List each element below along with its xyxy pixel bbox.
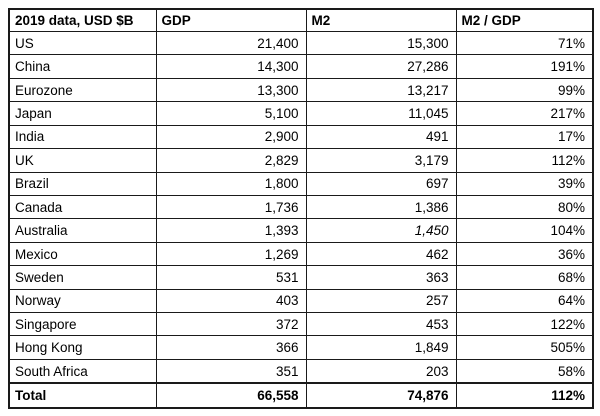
table-row: Japan 5,100 11,045 217% xyxy=(8,101,594,126)
row-label: UK xyxy=(8,148,157,173)
m2-value: 462 xyxy=(305,241,457,267)
gdp-value: 351 xyxy=(155,358,307,384)
row-label: Brazil xyxy=(8,171,157,196)
row-label: Sweden xyxy=(8,265,157,290)
table-row: China 14,300 27,286 191% xyxy=(8,54,594,79)
ratio-value: 80% xyxy=(455,194,594,220)
ratio-value: 71% xyxy=(455,30,594,56)
gdp-value: 531 xyxy=(155,265,307,290)
gdp-value: 2,900 xyxy=(155,124,307,150)
gdp-value: 366 xyxy=(155,335,307,360)
gdp-value: 1,269 xyxy=(155,241,307,267)
table-row: UK 2,829 3,179 112% xyxy=(8,148,594,173)
ratio-value: 39% xyxy=(455,171,594,196)
row-label: Japan xyxy=(8,101,157,126)
ratio-value: 36% xyxy=(455,241,594,267)
ratio-value: 64% xyxy=(455,288,594,314)
total-label: Total xyxy=(8,382,157,409)
gdp-value: 5,100 xyxy=(155,101,307,126)
gdp-value: 21,400 xyxy=(155,30,307,56)
total-ratio-value: 112% xyxy=(455,382,594,409)
m2-value: 27,286 xyxy=(305,54,457,79)
m2-value: 697 xyxy=(305,171,457,196)
gdp-value: 372 xyxy=(155,312,307,337)
gdp-value: 1,393 xyxy=(155,218,307,243)
table-row: US 21,400 15,300 71% xyxy=(8,30,594,56)
row-label: Singapore xyxy=(8,312,157,337)
table-row: India 2,900 491 17% xyxy=(8,124,594,150)
table-row: Brazil 1,800 697 39% xyxy=(8,171,594,196)
gdp-value: 403 xyxy=(155,288,307,314)
gdp-value: 14,300 xyxy=(155,54,307,79)
m2-value: 1,386 xyxy=(305,194,457,220)
m2-value: 15,300 xyxy=(305,30,457,56)
table-row: Eurozone 13,300 13,217 99% xyxy=(8,77,594,103)
m2-value: 13,217 xyxy=(305,77,457,103)
ratio-value: 99% xyxy=(455,77,594,103)
total-m2-value: 74,876 xyxy=(305,382,457,409)
m2-value: 203 xyxy=(305,358,457,384)
column-header-dataset: 2019 data, USD $B xyxy=(8,8,157,32)
row-label: India xyxy=(8,124,157,150)
column-header-gdp: GDP xyxy=(155,8,307,32)
m2-value: 1,849 xyxy=(305,335,457,360)
table-row: Hong Kong 366 1,849 505% xyxy=(8,335,594,360)
table-row: Sweden 531 363 68% xyxy=(8,265,594,290)
row-label: Hong Kong xyxy=(8,335,157,360)
ratio-value: 122% xyxy=(455,312,594,337)
gdp-value: 1,736 xyxy=(155,194,307,220)
m2-value: 3,179 xyxy=(305,148,457,173)
ratio-value: 112% xyxy=(455,148,594,173)
ratio-value: 68% xyxy=(455,265,594,290)
ratio-value: 17% xyxy=(455,124,594,150)
ratio-value: 191% xyxy=(455,54,594,79)
gdp-m2-table: 2019 data, USD $B GDP M2 M2 / GDP US 21,… xyxy=(8,8,594,409)
total-gdp-value: 66,558 xyxy=(155,382,307,409)
total-row: Total 66,558 74,876 112% xyxy=(8,382,594,409)
row-label: China xyxy=(8,54,157,79)
row-label: Norway xyxy=(8,288,157,314)
table-row: Canada 1,736 1,386 80% xyxy=(8,194,594,220)
ratio-value: 58% xyxy=(455,358,594,384)
table-row: Australia 1,393 1,450 104% xyxy=(8,218,594,243)
m2-value: 491 xyxy=(305,124,457,150)
row-label: South Africa xyxy=(8,358,157,384)
m2-value: 363 xyxy=(305,265,457,290)
m2-value: 453 xyxy=(305,312,457,337)
gdp-value: 2,829 xyxy=(155,148,307,173)
column-header-m2-gdp: M2 / GDP xyxy=(455,8,594,32)
row-label: Canada xyxy=(8,194,157,220)
gdp-value: 13,300 xyxy=(155,77,307,103)
header-row: 2019 data, USD $B GDP M2 M2 / GDP xyxy=(8,8,594,32)
row-label: US xyxy=(8,30,157,56)
column-header-m2: M2 xyxy=(305,8,457,32)
ratio-value: 217% xyxy=(455,101,594,126)
ratio-value: 104% xyxy=(455,218,594,243)
row-label: Mexico xyxy=(8,241,157,267)
m2-value: 1,450 xyxy=(305,218,457,243)
m2-value: 257 xyxy=(305,288,457,314)
table-row: South Africa 351 203 58% xyxy=(8,358,594,384)
ratio-value: 505% xyxy=(455,335,594,360)
row-label: Eurozone xyxy=(8,77,157,103)
table-row: Norway 403 257 64% xyxy=(8,288,594,314)
row-label: Australia xyxy=(8,218,157,243)
gdp-value: 1,800 xyxy=(155,171,307,196)
table-row: Mexico 1,269 462 36% xyxy=(8,241,594,267)
table-row: Singapore 372 453 122% xyxy=(8,312,594,337)
m2-value: 11,045 xyxy=(305,101,457,126)
